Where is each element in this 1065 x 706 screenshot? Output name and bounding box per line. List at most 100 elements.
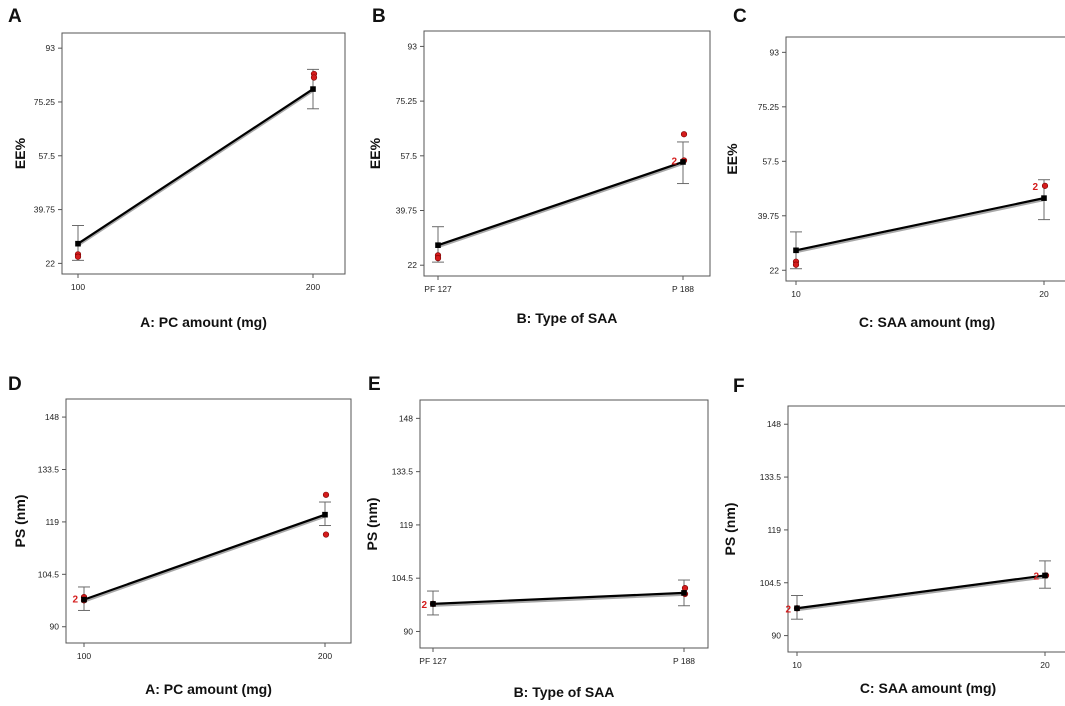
- plot-area: [423, 30, 711, 277]
- y-tick-label: 104.5: [760, 578, 782, 588]
- observed-point: [310, 74, 318, 81]
- panel-e: E 148 133.5 119 104.5 90 PF 127 P 188 PS (nm) B: …: [364, 374, 709, 700]
- y-tick-label: 22: [770, 265, 780, 275]
- y-tick-label: 148: [767, 419, 781, 429]
- fit-line: [432, 591, 685, 606]
- fit-line: [437, 160, 684, 247]
- panel-letter: F: [733, 376, 745, 397]
- y-tick-label: 39.75: [758, 211, 780, 221]
- y-axis-title: EE%: [724, 143, 740, 175]
- y-tick-label: 75.25: [396, 96, 418, 106]
- mean-marker: [793, 247, 799, 254]
- plot-area: [787, 405, 1065, 653]
- y-axis-title: EE%: [367, 137, 383, 169]
- y-tick-label: 57.5: [400, 151, 417, 161]
- x-axis-title: C: SAA amount (mg): [859, 314, 995, 330]
- x-axis-title: B: Type of SAA: [514, 684, 615, 700]
- panel-d: D 148 133.5 119 104.5 90 100 200 PS (nm) A: PC am…: [8, 374, 352, 697]
- plot-area: [61, 32, 346, 275]
- replicate-label: 2: [785, 604, 791, 615]
- panel-letter: A: [8, 6, 22, 27]
- y-tick-label: 133.5: [38, 464, 60, 474]
- observed-point: [681, 585, 689, 592]
- y-tick-label: 57.5: [762, 156, 779, 166]
- replicate-label: 2: [421, 600, 427, 611]
- fit-line-shadow: [83, 515, 326, 603]
- y-tick-label: 93: [770, 47, 780, 57]
- panel-f: F 148 133.5 119 104.5 90 10 20 PS (nm) C: SAA amo…: [722, 376, 1065, 696]
- y-tick-label: 119: [399, 520, 413, 530]
- y-axis-title: PS (nm): [12, 495, 28, 548]
- y-tick-label: 133.5: [392, 467, 414, 477]
- mean-marker: [322, 511, 328, 518]
- observed-point: [322, 491, 330, 498]
- observed-point: [680, 131, 688, 138]
- mean-marker: [430, 601, 436, 607]
- mean-marker: [680, 159, 686, 165]
- mean-marker: [794, 605, 800, 612]
- y-tick-label: 104.5: [38, 569, 60, 579]
- panel-letter: C: [733, 6, 747, 27]
- y-tick-label: 75.25: [34, 97, 56, 107]
- x-tick-label: 100: [77, 651, 91, 661]
- y-tick-label: 90: [50, 622, 60, 632]
- y-tick-label: 93: [408, 41, 418, 51]
- mean-marker: [81, 596, 87, 603]
- y-tick-label: 90: [772, 631, 782, 641]
- mean-marker: [1041, 195, 1047, 201]
- y-tick-label: 22: [46, 258, 56, 268]
- fit-line: [796, 574, 1046, 610]
- fit-line-shadow: [437, 163, 684, 249]
- observed-point: [74, 253, 82, 260]
- fit-line: [795, 197, 1045, 252]
- x-tick-label: 10: [792, 660, 802, 670]
- panel-b: B 93 75.25 57.5 39.75 22 PF 127 P 188 EE% B: Type…: [367, 6, 711, 326]
- panel-letter: D: [8, 374, 22, 395]
- mean-marker: [681, 590, 687, 596]
- mean-marker: [1042, 572, 1048, 579]
- replicate-label: 2: [72, 595, 78, 606]
- x-tick-label: 100: [71, 282, 85, 292]
- x-tick-label: P 188: [673, 656, 695, 666]
- y-tick-label: 39.75: [34, 205, 56, 215]
- replicate-label: 2: [671, 156, 677, 167]
- replicate-label: 2: [1033, 571, 1039, 582]
- fit-line: [77, 88, 314, 245]
- plot-area: [65, 398, 352, 644]
- y-tick-label: 90: [404, 626, 414, 636]
- mean-marker: [75, 240, 81, 247]
- y-tick-label: 75.25: [758, 102, 780, 112]
- x-axis-title: A: PC amount (mg): [140, 314, 267, 330]
- y-tick-label: 133.5: [760, 472, 782, 482]
- y-tick-label: 119: [767, 525, 781, 535]
- y-tick-label: 104.5: [392, 573, 414, 583]
- x-tick-label: 20: [1039, 289, 1049, 299]
- y-tick-label: 148: [45, 412, 59, 422]
- y-tick-label: 22: [408, 260, 418, 270]
- x-tick-label: PF 127: [419, 656, 447, 666]
- y-tick-label: 93: [46, 43, 56, 53]
- observed-point: [434, 255, 442, 262]
- x-tick-label: PF 127: [424, 284, 452, 294]
- panel-letter: E: [368, 374, 381, 395]
- mean-marker: [310, 86, 316, 92]
- x-tick-label: 200: [306, 282, 320, 292]
- x-tick-label: 10: [791, 289, 801, 299]
- y-axis-title: PS (nm): [364, 498, 380, 551]
- y-tick-label: 148: [399, 413, 413, 423]
- observed-point: [792, 261, 800, 268]
- fit-line-shadow: [795, 199, 1045, 254]
- x-axis-title: A: PC amount (mg): [145, 681, 272, 697]
- fit-line-shadow: [77, 90, 314, 247]
- y-tick-label: 39.75: [396, 206, 418, 216]
- fit-line-shadow: [432, 593, 685, 607]
- y-axis-title: EE%: [12, 137, 28, 169]
- x-tick-label: P 188: [672, 284, 694, 294]
- x-axis-title: C: SAA amount (mg): [860, 680, 996, 696]
- panel-c: C 93 75.25 57.5 39.75 22 10 20 EE% C: SAA amount …: [724, 6, 1065, 330]
- plot-area: [419, 399, 709, 649]
- panel-a: A 93 75.25 57.5 39.75 22 100 200 EE% A: PC amount…: [8, 6, 346, 330]
- x-tick-label: 200: [318, 651, 332, 661]
- fit-line-shadow: [796, 576, 1046, 612]
